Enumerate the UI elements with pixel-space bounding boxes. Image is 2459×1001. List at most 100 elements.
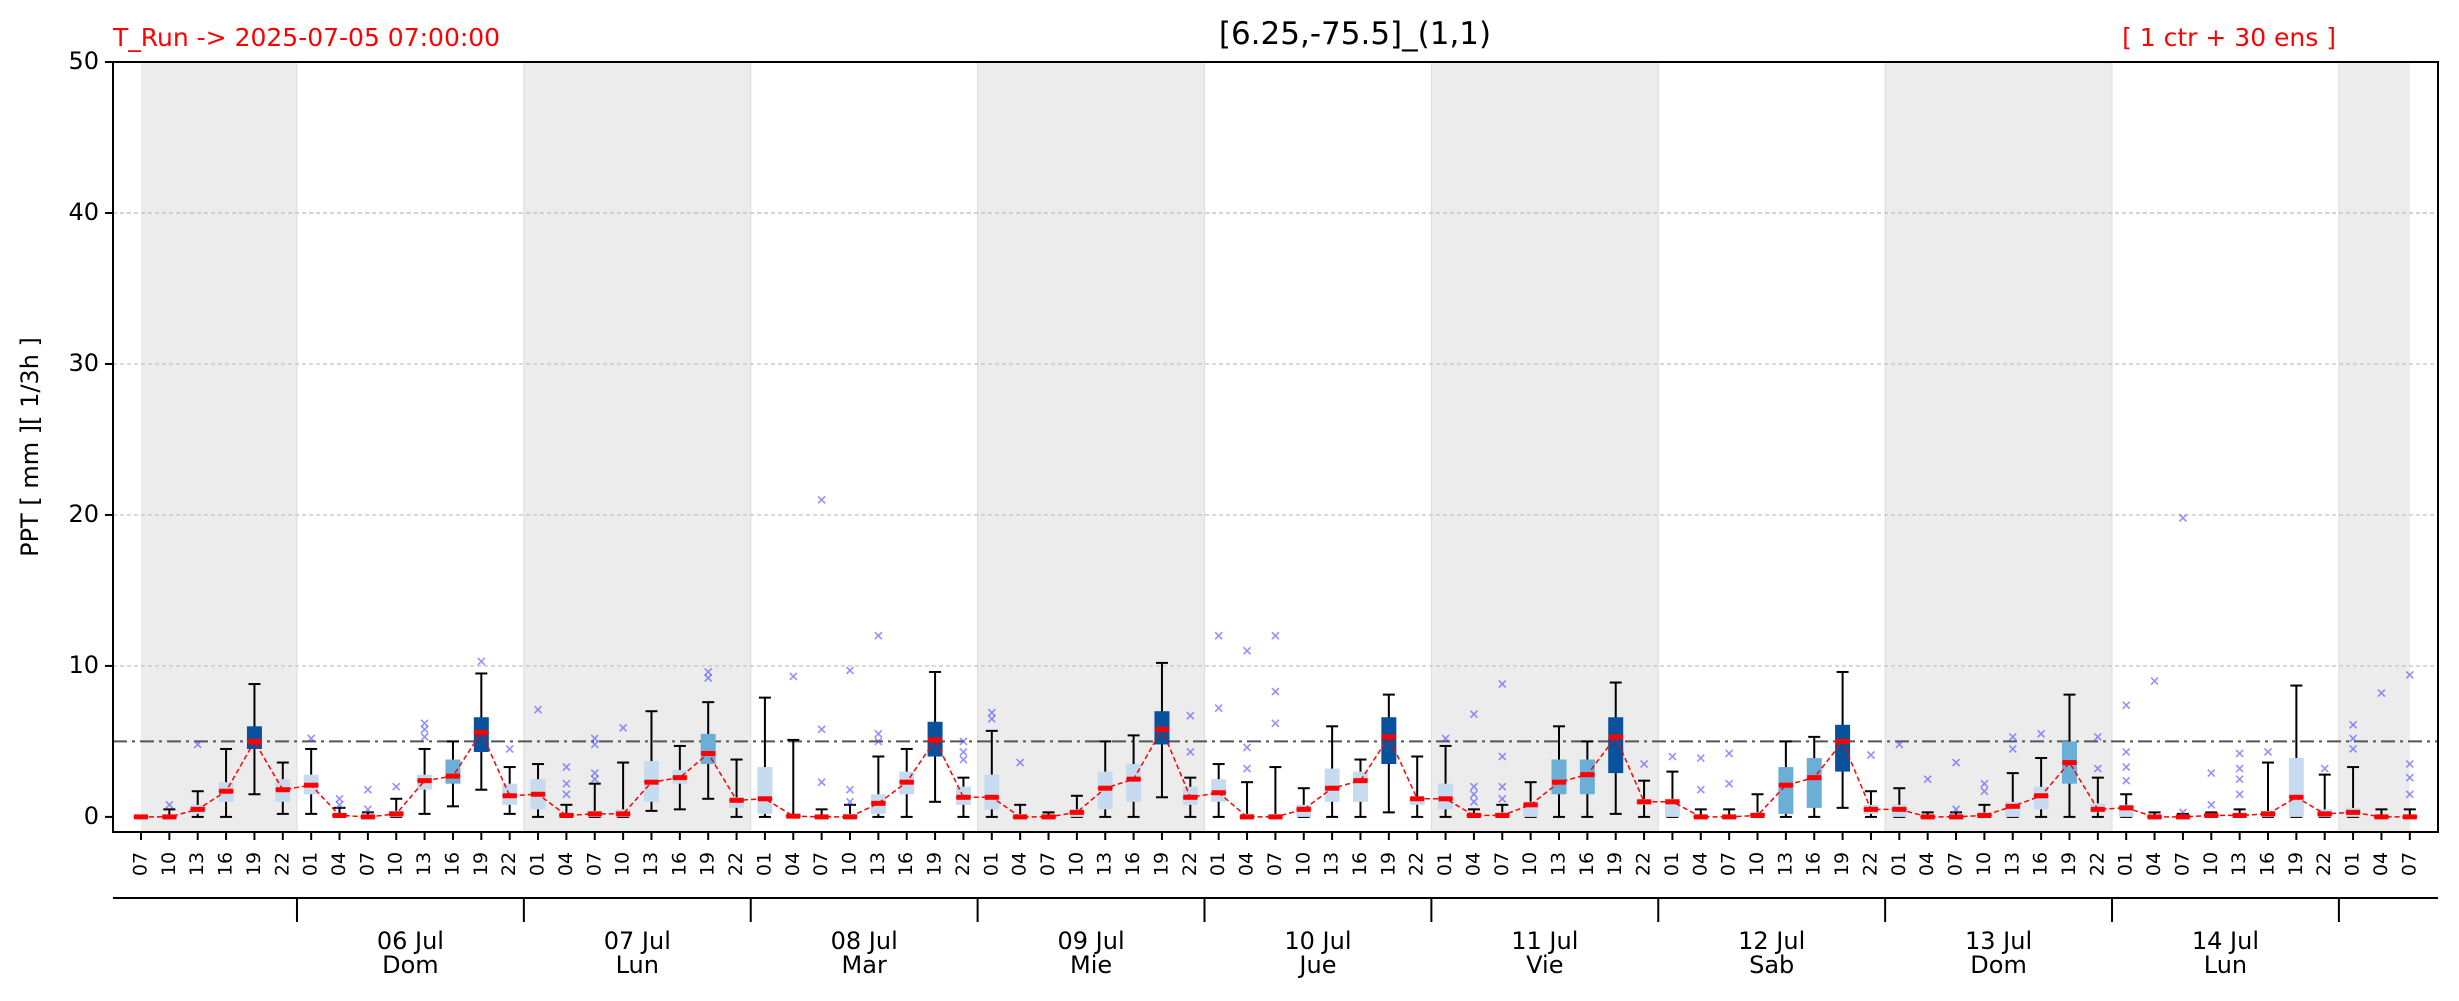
x-tick-label: 10 xyxy=(1519,852,1541,876)
outlier xyxy=(363,805,372,814)
control-marker xyxy=(1013,814,1028,820)
outlier xyxy=(2207,800,2216,809)
outlier xyxy=(1980,787,1989,796)
y-tick-label: 0 xyxy=(84,802,99,830)
outlier xyxy=(789,672,798,681)
x-tick-label: 16 xyxy=(1576,852,1598,876)
box xyxy=(1126,764,1142,802)
x-tick-label: 04 xyxy=(1236,852,1258,876)
x-tick-label: 01 xyxy=(2115,852,2137,876)
control-marker xyxy=(1892,806,1907,812)
control-marker xyxy=(1523,802,1538,808)
box xyxy=(1608,717,1624,774)
control-marker xyxy=(814,814,829,820)
weekday-label: Lun xyxy=(2204,951,2247,979)
outlier xyxy=(874,631,883,640)
x-tick-label: 16 xyxy=(1122,852,1144,876)
x-tick-label: 22 xyxy=(1859,852,1881,876)
outlier xyxy=(987,708,996,717)
control-marker xyxy=(247,738,262,744)
outlier xyxy=(2235,790,2244,799)
outlier xyxy=(987,714,996,723)
outlier xyxy=(420,719,429,728)
outlier xyxy=(1214,704,1223,713)
x-tick-label: 01 xyxy=(753,852,775,876)
control-marker xyxy=(843,814,857,820)
x-tick-label: 10 xyxy=(1746,852,1768,876)
x-tick-label: 10 xyxy=(612,852,634,876)
x-tick-label: 07 xyxy=(1491,852,1513,876)
control-marker xyxy=(1438,796,1453,802)
day-label: 13 Jul xyxy=(1965,927,2032,955)
outlier xyxy=(1498,794,1507,803)
outlier xyxy=(1640,759,1649,769)
x-tick-label: 19 xyxy=(2285,852,2307,876)
control-marker xyxy=(304,782,319,788)
control-marker xyxy=(587,811,602,817)
outlier xyxy=(2235,775,2244,784)
outlier xyxy=(590,775,599,784)
box xyxy=(2288,758,2304,817)
box xyxy=(984,774,1000,810)
x-tick-label: 10 xyxy=(839,852,861,876)
control-marker xyxy=(2346,809,2361,815)
x-tick-label: 16 xyxy=(1349,852,1371,876)
outlier xyxy=(590,740,599,749)
outlier xyxy=(477,657,486,666)
outlier xyxy=(2377,689,2386,698)
run-label: T_Run -> 2025-07-05 07:00:00 xyxy=(112,23,500,52)
outlier xyxy=(1271,687,1280,696)
outlier xyxy=(845,797,855,806)
outlier xyxy=(1980,779,1989,788)
outlier xyxy=(845,666,855,675)
weekday-label: Dom xyxy=(1970,951,2027,979)
outlier xyxy=(2405,759,2414,769)
control-marker xyxy=(1183,794,1198,800)
control-marker xyxy=(1722,814,1737,820)
control-marker xyxy=(531,791,546,797)
day-shade xyxy=(1885,62,2113,832)
control-marker xyxy=(2374,814,2389,820)
outlier xyxy=(2122,701,2131,710)
outlier xyxy=(165,800,174,809)
x-tick-label: 22 xyxy=(2313,852,2335,876)
x-tick-label: 19 xyxy=(470,852,492,876)
y-tick-label: 40 xyxy=(68,198,99,226)
control-marker xyxy=(871,800,886,806)
x-tick-label: 16 xyxy=(1803,852,1825,876)
outlier xyxy=(590,769,599,778)
outlier xyxy=(959,755,968,764)
x-tick-label: 01 xyxy=(980,852,1002,876)
y-tick-label: 20 xyxy=(68,500,99,528)
x-tick-label: 04 xyxy=(328,852,350,876)
outlier xyxy=(2235,749,2244,758)
control-marker xyxy=(1835,738,1850,744)
x-tick-label: 10 xyxy=(385,852,407,876)
x-tick-label: 07 xyxy=(1945,852,1967,876)
outlier xyxy=(874,737,883,746)
control-marker xyxy=(1807,775,1822,781)
weekday-label: Dom xyxy=(382,951,439,979)
outlier xyxy=(307,734,316,743)
x-tick-label: 22 xyxy=(498,852,520,876)
x-tick-label: 04 xyxy=(1689,852,1711,876)
outlier xyxy=(619,723,628,732)
x-tick-label: 04 xyxy=(1916,852,1938,876)
x-tick-label: 13 xyxy=(413,852,435,876)
outlier xyxy=(1469,797,1478,806)
outlier xyxy=(959,737,968,746)
outlier xyxy=(1498,752,1507,761)
outlier xyxy=(1725,749,1734,758)
outlier xyxy=(392,782,401,791)
background-layer xyxy=(113,61,2438,832)
box xyxy=(1324,768,1340,802)
control-marker xyxy=(1920,814,1935,820)
control-marker xyxy=(134,814,148,820)
day-shade xyxy=(2338,62,2410,832)
outlier xyxy=(335,800,344,809)
x-tick-label: 04 xyxy=(2370,852,2392,876)
x-tick-label: 22 xyxy=(1406,852,1428,876)
day-shade xyxy=(523,62,751,832)
